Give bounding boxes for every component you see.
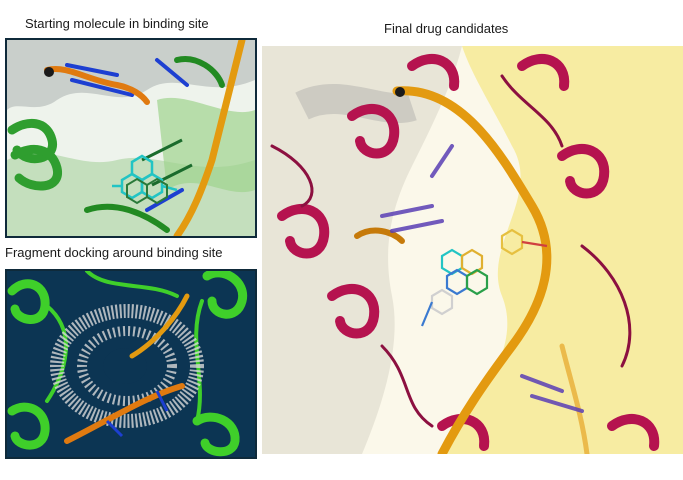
panel-starting-molecule: [5, 38, 257, 238]
label-fragment-docking: Fragment docking around binding site: [5, 245, 223, 260]
panel-fragment-docking: [5, 269, 257, 459]
label-starting-molecule: Starting molecule in binding site: [25, 16, 209, 31]
final-candidates-render: [262, 46, 683, 454]
fragment-docking-render: [7, 271, 255, 457]
panel-final-candidates: [262, 46, 683, 454]
starting-molecule-render: [7, 40, 255, 236]
label-final-candidates: Final drug candidates: [384, 21, 509, 36]
